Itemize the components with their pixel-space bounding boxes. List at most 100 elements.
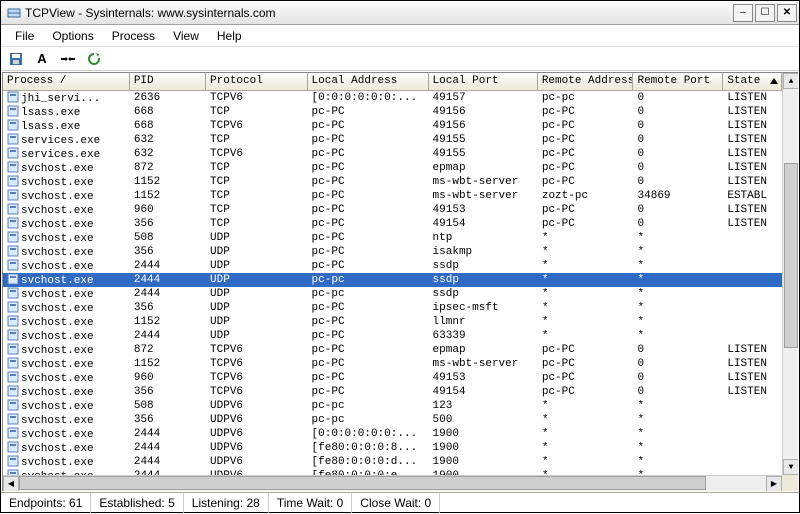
table-row[interactable]: svchost.exe356UDPpc-PCisakmp** [3,245,782,259]
menu-process[interactable]: Process [104,27,163,45]
cell-local_port: ssdp [429,259,538,273]
v-scroll-track[interactable] [783,89,798,459]
menu-options[interactable]: Options [44,27,101,45]
cell-remote_port: 0 [634,161,724,175]
close-button[interactable]: ✕ [777,4,797,22]
scroll-down-button[interactable]: ▼ [783,459,798,475]
cell-pid: 872 [130,161,206,175]
table-row[interactable]: svchost.exe508UDPV6pc-pc123** [3,399,782,413]
column-header-process[interactable]: Process / [3,73,130,90]
column-header-protocol[interactable]: Protocol [206,73,308,90]
cell-remote_port: * [634,245,724,259]
scroll-right-button[interactable]: ▶ [766,476,782,491]
refresh-button[interactable] [85,50,103,68]
table-row[interactable]: svchost.exe2444UDPpc-PCssdp** [3,259,782,273]
scroll-left-button[interactable]: ◀ [3,476,19,491]
process-icon [7,329,19,341]
cell-remote_addr: * [538,245,634,259]
letter-a-icon: A [37,51,46,66]
h-scroll-track[interactable] [19,476,766,491]
table-row[interactable]: svchost.exe1152UDPpc-PCllmnr** [3,315,782,329]
column-header-local_port[interactable]: Local Port [429,73,538,90]
table-row[interactable]: svchost.exe960TCPpc-PC49153pc-PC0LISTEN [3,203,782,217]
cell-protocol: UDP [206,301,308,315]
cell-remote_addr: * [538,259,634,273]
cell-state [723,287,782,301]
table-row[interactable]: svchost.exe960TCPV6pc-PC49153pc-PC0LISTE… [3,371,782,385]
status-pane-4: Close Wait: 0 [352,493,440,514]
cell-local_port: 49153 [429,371,538,385]
cell-local_port: 49155 [429,147,538,161]
cell-remote_addr: * [538,287,634,301]
h-scroll-thumb[interactable] [19,476,706,490]
cell-protocol: UDP [206,315,308,329]
scroll-up-button[interactable]: ▲ [783,73,798,89]
cell-process: svchost.exe [3,161,130,175]
table-row[interactable]: svchost.exe1152TCPpc-PCms-wbt-serverzozt… [3,189,782,203]
menu-view[interactable]: View [165,27,207,45]
cell-process: svchost.exe [3,329,130,343]
cell-state [723,315,782,329]
column-header-pid[interactable]: PID [130,73,206,90]
save-button[interactable] [7,50,25,68]
table-row[interactable]: svchost.exe2444UDPpc-pcssdp** [3,287,782,301]
table-row[interactable]: svchost.exe356UDPV6pc-pc500** [3,413,782,427]
cell-state: LISTEN [723,119,782,133]
save-icon [8,51,24,67]
column-header-remote_port[interactable]: Remote Port [633,73,723,90]
cell-protocol: UDPV6 [206,399,308,413]
cell-pid: 508 [130,231,206,245]
cell-protocol: UDP [206,231,308,245]
table-row[interactable]: svchost.exe872TCPV6pc-PCepmappc-PC0LISTE… [3,343,782,357]
vertical-scrollbar[interactable]: ▲ ▼ [782,73,798,475]
table-row[interactable]: svchost.exe2444UDPpc-PC63339** [3,329,782,343]
cell-process: svchost.exe [3,343,130,357]
table-row[interactable]: svchost.exe1152TCPpc-PCms-wbt-serverpc-P… [3,175,782,189]
process-icon [7,455,19,467]
table-row[interactable]: jhi_servi...2636TCPV6[0:0:0:0:0:0:...491… [3,91,782,105]
cell-state: LISTEN [723,343,782,357]
cell-remote_port: * [634,455,724,469]
table-row[interactable]: svchost.exe2444UDPV6[fe80:0:0:0:8...1900… [3,441,782,455]
cell-pid: 1152 [130,175,206,189]
table-row[interactable]: services.exe632TCPpc-PC49155pc-PC0LISTEN [3,133,782,147]
menu-file[interactable]: File [7,27,42,45]
table-row[interactable]: svchost.exe356TCPpc-PC49154pc-PC0LISTEN [3,217,782,231]
cell-local_addr: pc-PC [308,161,429,175]
cell-local_addr: pc-PC [308,217,429,231]
table-row[interactable]: svchost.exe872TCPpc-PCepmappc-PC0LISTEN [3,161,782,175]
cell-remote_addr: pc-PC [538,203,634,217]
cell-process: lsass.exe [3,119,130,133]
menu-help[interactable]: Help [209,27,250,45]
table-row[interactable]: svchost.exe1152TCPV6pc-PCms-wbt-serverpc… [3,357,782,371]
table-row[interactable]: svchost.exe356TCPV6pc-PC49154pc-PC0LISTE… [3,385,782,399]
cell-local_addr: pc-PC [308,147,429,161]
cell-remote_addr: * [538,301,634,315]
resolve-addresses-button[interactable]: A [33,50,51,68]
table-row[interactable]: svchost.exe356UDPpc-PCipsec-msft** [3,301,782,315]
cell-process: lsass.exe [3,105,130,119]
cell-local_port: 49157 [429,91,538,105]
column-header-remote_addr[interactable]: Remote Address [538,73,634,90]
cell-remote_port: * [634,315,724,329]
table-row[interactable]: svchost.exe2444UDPpc-pcssdp** [3,273,782,287]
column-header-local_addr[interactable]: Local Address [308,73,429,90]
cell-pid: 2444 [130,455,206,469]
table-row[interactable]: svchost.exe2444UDPV6[fe80:0:0:0:d...1900… [3,455,782,469]
column-header-state[interactable]: State [723,73,782,90]
table-row[interactable]: services.exe632TCPV6pc-PC49155pc-PC0LIST… [3,147,782,161]
window-title: TCPView - Sysinternals: www.sysinternals… [25,6,731,20]
table-row[interactable]: svchost.exe2444UDPV6[0:0:0:0:0:0:...1900… [3,427,782,441]
maximize-button[interactable]: ☐ [755,4,775,22]
cell-local_port: epmap [429,161,538,175]
table-row[interactable]: lsass.exe668TCPV6pc-PC49156pc-PC0LISTEN [3,119,782,133]
horizontal-scrollbar[interactable]: ◀ ▶ [3,475,782,491]
cell-protocol: TCP [206,133,308,147]
table-row[interactable]: svchost.exe508UDPpc-PCntp** [3,231,782,245]
minimize-button[interactable]: – [733,4,753,22]
cell-local_addr: pc-PC [308,175,429,189]
table-row[interactable]: lsass.exe668TCPpc-PC49156pc-PC0LISTEN [3,105,782,119]
v-scroll-thumb[interactable] [784,163,798,348]
cell-pid: 668 [130,119,206,133]
kill-connection-button[interactable] [59,50,77,68]
